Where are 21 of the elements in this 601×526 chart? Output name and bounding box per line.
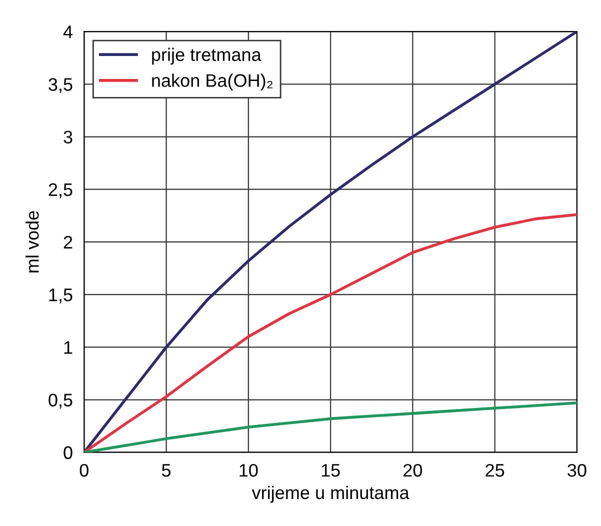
x-tick-label: 30 [568,464,586,477]
y-tick-label: 3,5 [48,78,72,94]
y-axis-title: ml vode [26,211,39,272]
y-tick-label: 1,5 [49,288,72,304]
y-tick-label: 2 [64,236,72,248]
y-tick-label: 1 [64,341,72,354]
legend-label: prije tretmana [152,48,262,65]
x-axis-title: vrijeme u minutama [252,486,410,503]
y-tick-label: 2,5 [48,183,72,198]
y-tick-label: 4 [63,26,72,38]
x-tick-label: 10 [240,464,258,477]
x-tick-label: 20 [404,464,422,477]
y-tick-label: 0 [64,446,72,460]
x-tick-label: 25 [486,464,504,477]
y-tick-label: 0,5 [48,394,72,409]
line-series [84,32,577,452]
y-tick-label: 3 [64,130,72,144]
x-tick-label: 0 [80,464,88,477]
x-tick-label: 5 [162,464,171,477]
legend-label: nakon Ba(OH)₂ [152,74,272,90]
x-tick-label: 15 [322,464,340,477]
